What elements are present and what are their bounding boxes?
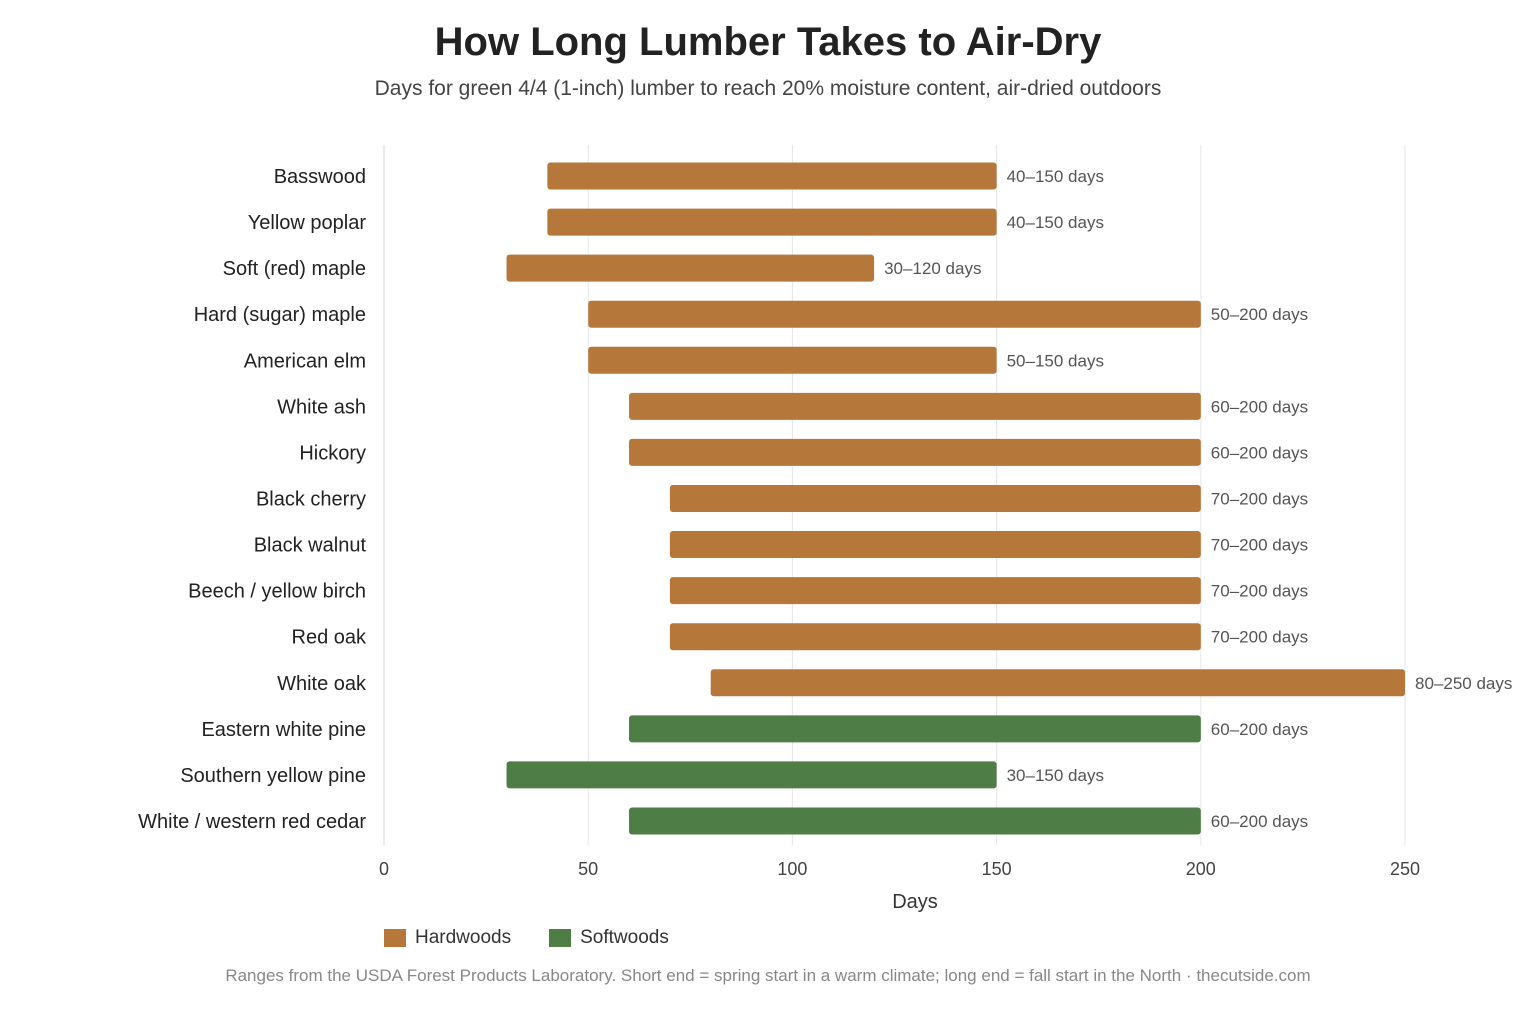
bar — [629, 438, 1201, 466]
value-label: 60–200 days — [1211, 443, 1308, 462]
legend-swatch-softwoods — [549, 929, 572, 947]
x-tick-label: 200 — [1186, 859, 1216, 879]
bar — [710, 669, 1405, 697]
value-label: 70–200 days — [1211, 582, 1308, 601]
legend-item-hardwoods: Hardwoods — [384, 927, 511, 949]
bars-group — [506, 162, 1405, 835]
category-label: White ash — [277, 396, 366, 418]
category-label: Red oak — [292, 627, 367, 649]
x-tick-label: 250 — [1390, 859, 1420, 879]
legend-label-softwoods: Softwoods — [580, 927, 669, 948]
value-labels: 40–150 days 40–150 days 30–120 days 50–200 … — [884, 167, 1512, 831]
category-label: Basswood — [274, 166, 366, 188]
chart-subtitle: Days for green 4/4 (1-inch) lumber to re… — [374, 77, 1162, 100]
bar — [629, 392, 1201, 420]
value-label: 70–200 days — [1211, 536, 1308, 555]
bar — [669, 623, 1201, 651]
legend-item-softwoods: Softwoods — [549, 927, 669, 949]
bar — [629, 715, 1201, 743]
value-label: 80–250 days — [1415, 674, 1512, 693]
category-label: Hickory — [299, 442, 366, 464]
value-label: 40–150 days — [1007, 167, 1104, 186]
value-label: 50–150 days — [1007, 351, 1104, 370]
x-tick-label: 100 — [777, 859, 807, 879]
bar — [588, 346, 997, 374]
value-label: 70–200 days — [1211, 489, 1308, 508]
value-label: 30–150 days — [1007, 766, 1104, 785]
value-label: 50–200 days — [1211, 305, 1308, 324]
category-label: Yellow poplar — [248, 212, 367, 234]
footnote: Ranges from the USDA Forest Products Lab… — [225, 966, 1311, 985]
bar — [669, 484, 1201, 512]
chart-title: How Long Lumber Takes to Air-Dry — [434, 20, 1102, 64]
x-axis-title: Days — [892, 891, 938, 913]
legend-swatch-hardwoods — [384, 929, 406, 947]
category-label: Black cherry — [256, 488, 366, 510]
bar — [506, 254, 875, 282]
value-label: 40–150 days — [1007, 213, 1104, 232]
value-label: 60–200 days — [1211, 397, 1308, 416]
category-label: Eastern white pine — [201, 719, 366, 741]
bar — [547, 208, 997, 236]
x-tick-labels: 0 50 100 150 200 250 — [379, 859, 1420, 879]
legend-label-hardwoods: Hardwoods — [415, 927, 512, 948]
category-label: Southern yellow pine — [180, 765, 366, 787]
value-label: 30–120 days — [884, 259, 981, 278]
x-tick-label: 0 — [379, 859, 389, 879]
x-tick-label: 150 — [982, 859, 1012, 879]
value-label: 70–200 days — [1211, 628, 1308, 647]
category-label: White oak — [277, 673, 367, 695]
value-label: 60–200 days — [1211, 812, 1308, 831]
category-label: American elm — [244, 350, 366, 372]
bar — [588, 300, 1201, 328]
category-label: Soft (red) maple — [223, 258, 366, 280]
bar — [669, 531, 1201, 559]
category-label: White / western red cedar — [138, 811, 366, 833]
bar — [629, 807, 1201, 835]
category-labels: Basswood Yellow poplar Soft (red) maple Har… — [138, 166, 367, 833]
bar — [506, 761, 997, 789]
category-label: Black walnut — [254, 535, 367, 557]
category-label: Hard (sugar) maple — [194, 304, 366, 326]
x-tick-label: 50 — [578, 859, 598, 879]
bar — [547, 162, 997, 190]
category-label: Beech / yellow birch — [188, 581, 366, 603]
bar — [669, 577, 1201, 605]
legend: Hardwoods Softwoods — [384, 927, 669, 949]
value-label: 60–200 days — [1211, 720, 1308, 739]
